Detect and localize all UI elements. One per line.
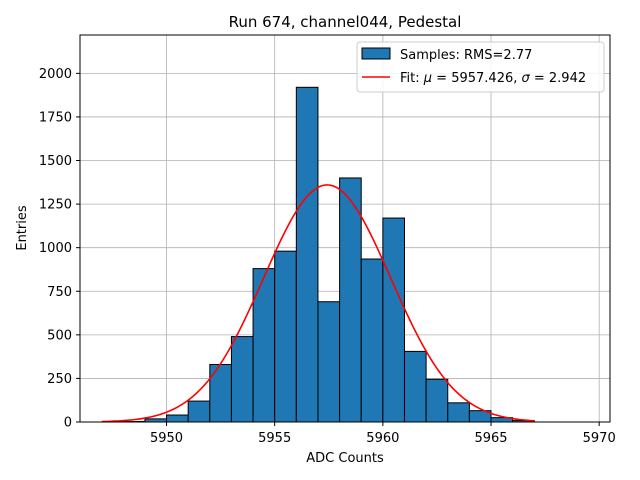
histogram-bar [187, 400, 211, 423]
histogram-bar [382, 217, 405, 423]
histogram-bar [274, 250, 297, 423]
legend-fit-prefix: Fit: [400, 71, 424, 86]
x-tick-label: 5970 [583, 431, 616, 446]
histogram-bar [447, 402, 470, 423]
legend-histogram-label: Samples: RMS=2.77 [400, 48, 532, 63]
y-tick-label: 750 [47, 285, 72, 300]
y-tick-label: 1000 [39, 241, 72, 256]
legend-fit-mu-symbol: μ [423, 71, 432, 86]
histogram-bar [230, 336, 254, 423]
histogram-bar [360, 258, 384, 423]
chart-title: Run 674, channel044, Pedestal [229, 13, 462, 31]
y-tick-label: 250 [47, 372, 72, 387]
legend-fit-label: Fit: μ = 5957.426, σ = 2.942 [400, 71, 586, 86]
legend-histogram-swatch [361, 47, 391, 60]
legend: Samples: RMS=2.77 Fit: μ = 5957.426, σ =… [356, 41, 605, 93]
histogram-bar [209, 363, 232, 423]
histogram-bars [122, 86, 535, 423]
x-tick-label: 5965 [474, 431, 507, 446]
histogram-bar [252, 268, 276, 423]
legend-fit-sigma-value: = 2.942 [530, 71, 586, 86]
x-tick-label: 5950 [150, 431, 183, 446]
y-tick-label: 0 [64, 416, 72, 431]
histogram-bar [295, 86, 319, 423]
legend-fit-mu-value: = 5957.426, [432, 71, 521, 86]
legend-box [356, 41, 605, 93]
histogram-bar [403, 350, 427, 423]
y-tick-label: 1750 [39, 110, 72, 125]
y-axis-ticks: 0 250 500 750 1000 1250 1500 1750 2000 [39, 67, 80, 431]
x-axis-label: ADC Counts [306, 451, 384, 466]
histogram-bar [317, 301, 341, 423]
legend-fit-sigma-symbol: σ [522, 71, 531, 86]
x-tick-label: 5955 [258, 431, 291, 446]
plot-frame [79, 34, 611, 423]
histogram-bar [166, 414, 189, 423]
x-tick-label: 5960 [366, 431, 399, 446]
y-tick-label: 1250 [39, 198, 72, 213]
histogram-bar [425, 378, 449, 423]
y-tick-label: 2000 [39, 67, 72, 82]
y-axis-label: Entries [15, 205, 30, 251]
y-tick-label: 500 [47, 328, 72, 343]
y-tick-label: 1500 [39, 154, 72, 169]
fit-curve [101, 184, 535, 423]
histogram-bar [339, 177, 362, 423]
fit-curve-layer [101, 184, 535, 423]
x-axis-ticks: 5950 5955 5960 5965 5970 [150, 422, 616, 446]
